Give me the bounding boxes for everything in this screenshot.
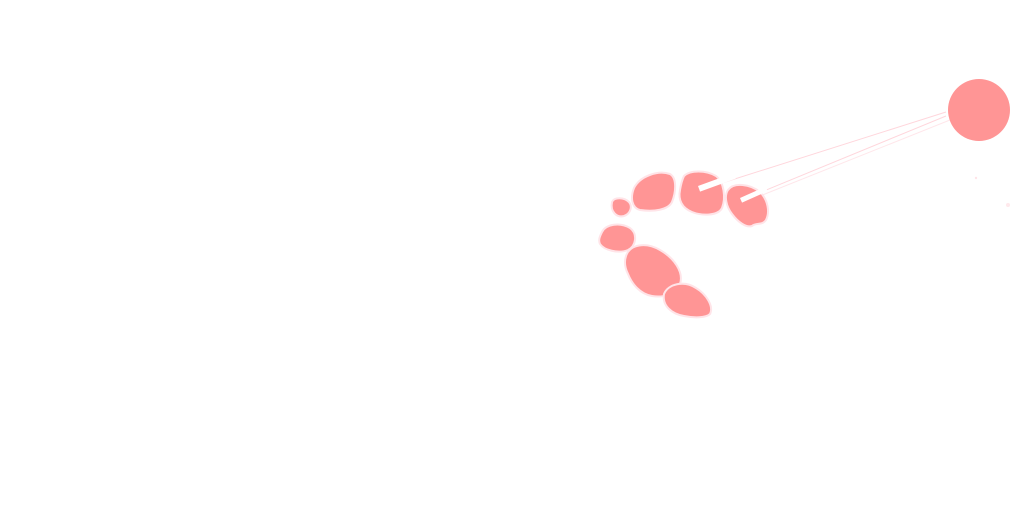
highlight-bar	[739, 186, 768, 203]
connector-line	[699, 111, 947, 191]
blob-shape	[678, 170, 725, 216]
speck-shape	[1006, 203, 1010, 207]
connector-line	[741, 115, 947, 201]
blob-shape	[610, 197, 632, 218]
speck-shape	[974, 176, 978, 180]
blob-shape	[598, 223, 636, 253]
blob-cluster	[598, 170, 769, 319]
highlight-bars	[697, 173, 768, 203]
highlight-bar	[697, 173, 736, 192]
circle-shape	[948, 79, 1010, 141]
connector-line	[759, 119, 951, 197]
blob-shape	[631, 171, 677, 212]
connector-lines	[699, 111, 951, 201]
blob-shape	[662, 282, 712, 319]
